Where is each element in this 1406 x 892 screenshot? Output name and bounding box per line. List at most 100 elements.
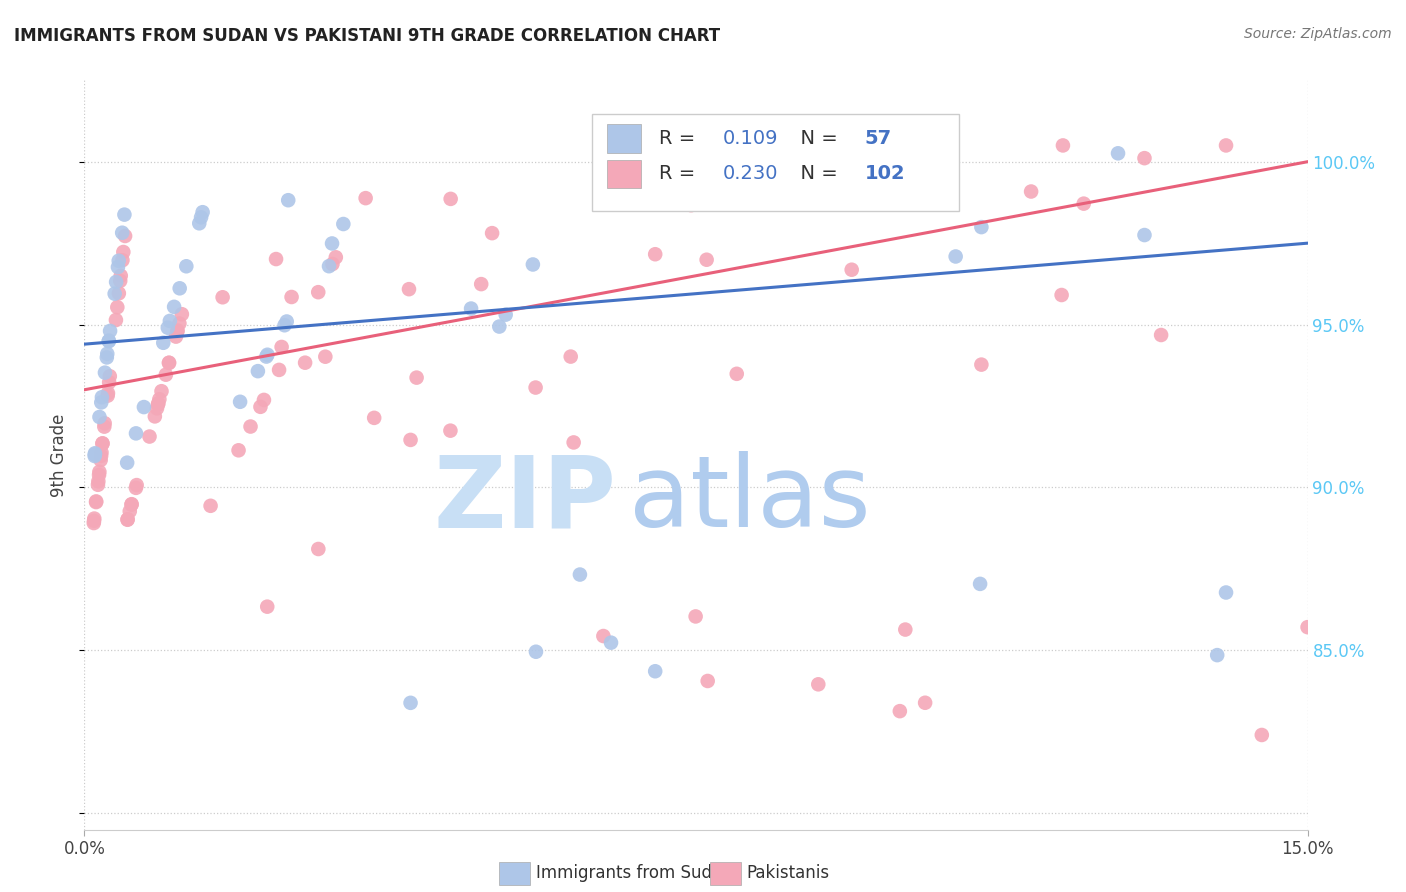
- Point: [163, 300, 186, 314]
- Point: [83, 511, 105, 525]
- Point: [148, 396, 170, 410]
- Point: [470, 277, 492, 292]
- Point: [1206, 648, 1229, 662]
- Point: [90, 395, 112, 409]
- Point: [321, 236, 343, 251]
- Text: Pakistanis: Pakistanis: [747, 864, 830, 882]
- Point: [405, 370, 427, 384]
- Point: [104, 313, 127, 327]
- Point: [681, 198, 703, 212]
- Point: [105, 300, 128, 314]
- Point: [685, 609, 707, 624]
- Point: [87, 475, 110, 489]
- Point: [156, 320, 179, 334]
- Point: [155, 368, 177, 382]
- Point: [94, 366, 117, 380]
- Point: [696, 673, 718, 688]
- Point: [146, 397, 169, 411]
- Point: [83, 447, 105, 461]
- Point: [1019, 185, 1042, 199]
- Point: [97, 389, 120, 403]
- Point: [725, 367, 748, 381]
- Text: atlas: atlas: [628, 451, 870, 549]
- Point: [399, 696, 422, 710]
- Point: [188, 216, 211, 230]
- Point: [111, 226, 134, 240]
- Text: R =: R =: [659, 164, 702, 184]
- Point: [169, 317, 191, 331]
- Point: [256, 599, 278, 614]
- Point: [108, 274, 131, 288]
- Point: [273, 318, 295, 333]
- Point: [84, 494, 107, 508]
- Point: [108, 286, 131, 301]
- FancyBboxPatch shape: [606, 125, 641, 153]
- Text: 57: 57: [865, 129, 891, 148]
- Point: [200, 499, 222, 513]
- Point: [321, 257, 343, 271]
- Point: [399, 433, 422, 447]
- Point: [104, 286, 127, 301]
- Point: [277, 193, 299, 207]
- Point: [267, 363, 290, 377]
- Point: [969, 577, 991, 591]
- Point: [166, 324, 188, 338]
- Point: [211, 290, 233, 304]
- Text: 0.109: 0.109: [723, 129, 779, 148]
- Point: [170, 307, 193, 321]
- Point: [125, 426, 148, 441]
- Point: [363, 410, 385, 425]
- Point: [117, 513, 139, 527]
- Point: [254, 350, 277, 364]
- Point: [107, 253, 129, 268]
- Point: [97, 334, 120, 348]
- Point: [166, 325, 188, 339]
- Point: [190, 211, 212, 225]
- Point: [143, 409, 166, 424]
- Point: [125, 481, 148, 495]
- Point: [150, 384, 173, 399]
- Point: [132, 400, 155, 414]
- Point: [696, 252, 718, 267]
- Point: [488, 319, 510, 334]
- Point: [644, 247, 666, 261]
- Point: [1133, 151, 1156, 165]
- Point: [105, 275, 128, 289]
- Point: [159, 314, 181, 328]
- Text: N =: N =: [787, 129, 844, 148]
- Point: [239, 419, 262, 434]
- Point: [562, 435, 585, 450]
- Point: [90, 445, 112, 459]
- Point: [87, 467, 110, 482]
- Point: [114, 229, 136, 244]
- Point: [229, 394, 252, 409]
- Point: [270, 340, 292, 354]
- Point: [307, 541, 329, 556]
- Point: [83, 514, 105, 528]
- Point: [111, 253, 134, 268]
- Point: [91, 436, 114, 450]
- Point: [481, 226, 503, 240]
- Point: [332, 217, 354, 231]
- Point: [246, 364, 269, 378]
- Point: [568, 567, 591, 582]
- Point: [889, 704, 911, 718]
- Point: [1073, 196, 1095, 211]
- Point: [90, 390, 112, 404]
- Point: [354, 191, 377, 205]
- Point: [1107, 146, 1129, 161]
- Point: [138, 429, 160, 443]
- Point: [91, 436, 114, 450]
- Text: 102: 102: [865, 164, 905, 184]
- Point: [524, 380, 547, 394]
- Point: [107, 260, 129, 274]
- Point: [280, 290, 302, 304]
- Text: Source: ZipAtlas.com: Source: ZipAtlas.com: [1244, 27, 1392, 41]
- Point: [84, 446, 107, 460]
- Point: [117, 512, 139, 526]
- Point: [112, 245, 135, 260]
- Point: [152, 335, 174, 350]
- Point: [228, 443, 250, 458]
- Point: [1150, 328, 1173, 343]
- Point: [970, 358, 993, 372]
